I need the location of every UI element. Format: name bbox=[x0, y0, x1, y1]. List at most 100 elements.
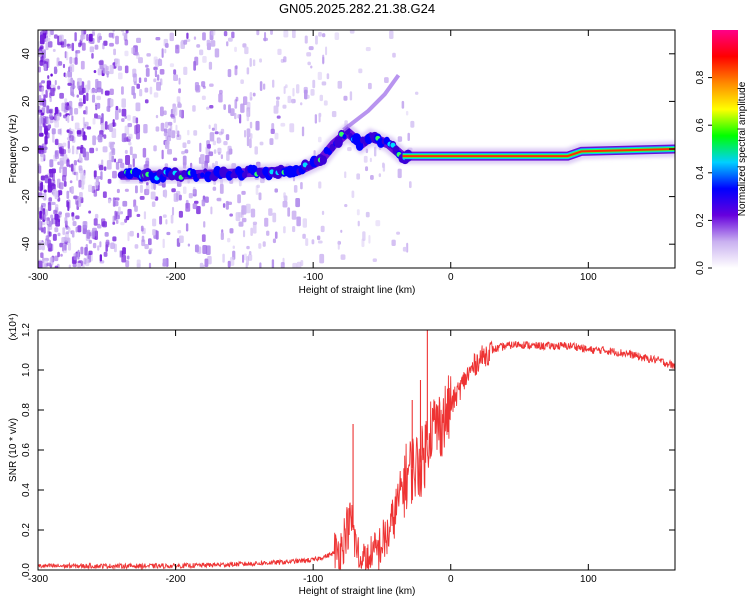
spectrogram-speckle bbox=[119, 250, 123, 258]
spectrogram-speckle bbox=[133, 199, 137, 208]
spectrogram-speckle bbox=[124, 39, 129, 46]
spectrogram-speckle bbox=[88, 239, 92, 244]
spectrogram-speckle bbox=[256, 184, 260, 189]
spectrogram-speckle bbox=[62, 166, 67, 177]
spectrogram-speckle bbox=[310, 65, 313, 69]
spectrogram-speckle bbox=[276, 115, 281, 119]
spectrogram-speckle bbox=[57, 251, 60, 258]
spectrogram-speckle bbox=[96, 102, 101, 109]
colorbar-ticks: 0.0 0.2 0.4 0.6 0.8 bbox=[695, 70, 712, 275]
spectrogram-speckle bbox=[78, 98, 83, 103]
spectrogram-speckle bbox=[246, 67, 250, 75]
spectrogram-speckle bbox=[259, 141, 264, 146]
spectrogram-speckle bbox=[248, 254, 253, 261]
spectrogram-speckle bbox=[293, 185, 298, 193]
spectrogram-speckle bbox=[88, 210, 92, 214]
spectrogram-speckle bbox=[232, 245, 235, 250]
spectrogram-speckle bbox=[194, 244, 199, 253]
spectrogram-speckle bbox=[280, 122, 286, 127]
spectrogram-speckle bbox=[250, 208, 256, 218]
spectrogram-speckle bbox=[63, 236, 68, 243]
spectrogram-speckle bbox=[135, 185, 138, 194]
spectrogram-speckle bbox=[181, 150, 185, 155]
spectrogram-speckle bbox=[121, 108, 127, 117]
spectrogram-speckle bbox=[283, 226, 286, 234]
spectrogram-speckle bbox=[177, 230, 182, 234]
spectrogram-speckle bbox=[143, 211, 147, 220]
spectrogram-speckle bbox=[155, 230, 159, 240]
spectrogram-speckle bbox=[42, 30, 46, 34]
spectrogram-speckle bbox=[62, 227, 66, 235]
spectrogram-speckle bbox=[375, 220, 381, 227]
spectrogram-speckle bbox=[80, 144, 84, 148]
spectrogram-speckle bbox=[223, 31, 228, 37]
spectrogram-speckle bbox=[62, 63, 66, 69]
figure-title: GN05.2025.282.21.38.G24 bbox=[279, 1, 435, 16]
spectrogram-speckle bbox=[200, 154, 205, 165]
spectrogram-speckle bbox=[109, 64, 114, 75]
spectrogram-speckle bbox=[185, 202, 191, 212]
track-blob bbox=[241, 171, 248, 179]
spectrogram-speckle bbox=[229, 228, 234, 234]
spectrogram-speckle bbox=[69, 78, 74, 85]
spectrogram-speckle bbox=[44, 174, 49, 179]
spectrogram-speckle bbox=[133, 73, 138, 83]
spectrogram-speckle bbox=[38, 218, 41, 228]
spectrogram-speckle bbox=[165, 131, 169, 141]
spectrogram-speckle bbox=[43, 226, 46, 234]
spectrogram-speckle bbox=[159, 215, 163, 225]
spectrogram-speckle bbox=[166, 231, 171, 236]
spectrogram-speckle bbox=[136, 83, 140, 89]
spectrogram-speckle bbox=[38, 105, 41, 115]
spectrogram-speckle bbox=[115, 219, 119, 224]
spectrogram-speckle bbox=[124, 149, 128, 155]
spectrogram-speckle bbox=[308, 46, 314, 51]
spectrogram-speckle bbox=[217, 138, 222, 144]
spectrogram-speckle bbox=[178, 194, 182, 201]
spectrogram-speckle bbox=[149, 248, 153, 252]
spectrogram-speckle bbox=[124, 218, 128, 223]
spectrogram-speckle bbox=[204, 196, 209, 203]
spectrogram-speckle bbox=[47, 75, 50, 79]
spectrogram-speckle bbox=[165, 43, 169, 48]
spectrogram-speckle bbox=[54, 255, 59, 262]
spectrogram-speckle bbox=[59, 160, 64, 169]
spectrogram-speckle bbox=[67, 82, 72, 86]
spectrogram-speckle bbox=[97, 87, 102, 93]
spectrogram-speckle bbox=[134, 205, 138, 212]
spectrogram-speckle bbox=[237, 114, 240, 119]
spectrogram-speckle bbox=[92, 117, 96, 125]
spectrogram-speckle bbox=[244, 46, 249, 55]
spectrogram-speckle bbox=[227, 145, 232, 155]
spectrogram-speckle bbox=[169, 114, 175, 118]
spectrogram-speckle bbox=[126, 255, 130, 260]
spectrogram-speckle bbox=[325, 46, 328, 56]
spectrogram-speckle bbox=[129, 230, 134, 237]
spectrogram-speckle bbox=[210, 206, 213, 215]
spectrogram-speckle bbox=[192, 105, 196, 112]
spectrogram-speckle bbox=[120, 162, 125, 169]
spectrogram-speckle bbox=[82, 147, 87, 158]
spectrogram-speckle bbox=[50, 214, 54, 219]
spectrogram-speckle bbox=[256, 30, 260, 36]
spectrogram-speckle bbox=[102, 42, 105, 50]
colorbar-tick-label: 0.8 bbox=[695, 70, 706, 84]
spectrogram-speckle bbox=[114, 110, 119, 120]
spectrogram-speckle bbox=[176, 96, 181, 103]
spectrogram-speckle bbox=[44, 63, 47, 69]
spectrogram-speckle bbox=[277, 48, 282, 56]
spectrogram-speckle bbox=[45, 37, 51, 42]
spectrogram-speckle bbox=[234, 99, 238, 109]
spectrogram-speckle bbox=[42, 115, 47, 126]
spectrogram-speckle bbox=[57, 128, 62, 135]
spectrogram-speckle bbox=[144, 77, 148, 83]
spectrogram-speckle bbox=[81, 180, 85, 190]
spectrogram-speckle bbox=[103, 134, 107, 139]
spectrogram-speckle bbox=[319, 94, 323, 102]
spectrogram-speckle bbox=[89, 147, 95, 154]
spectrogram-speckle bbox=[39, 34, 45, 45]
spectrogram-speckle bbox=[402, 246, 408, 252]
spectrogram-speckle bbox=[90, 88, 96, 94]
spectrogram-speckle bbox=[91, 52, 94, 59]
spectrogram-speckle bbox=[67, 147, 71, 154]
